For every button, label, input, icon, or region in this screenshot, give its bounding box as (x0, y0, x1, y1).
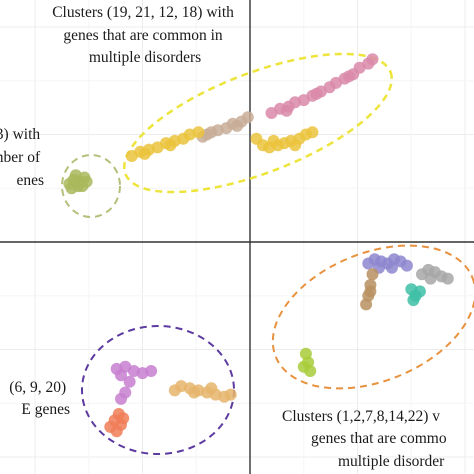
data-point (304, 365, 317, 377)
data-point (80, 175, 93, 188)
data-point (289, 139, 302, 152)
data-point (138, 147, 151, 160)
data-point (280, 104, 293, 117)
data-point (241, 111, 254, 124)
data-point (65, 182, 78, 195)
data-point (231, 119, 244, 132)
data-points (63, 53, 454, 438)
data-point (306, 126, 319, 139)
data-point (117, 412, 130, 425)
data-point (267, 134, 280, 147)
data-point (188, 386, 201, 399)
data-point (224, 388, 237, 401)
data-point (360, 298, 373, 311)
data-point (69, 169, 82, 182)
data-point (366, 53, 379, 66)
data-point (205, 382, 218, 395)
cluster-ellipses (61, 52, 474, 455)
data-point (441, 272, 454, 285)
data-point (115, 369, 127, 382)
annotation-bottom-left: (6, 9, 20) E genes (9, 379, 70, 418)
data-point (123, 375, 136, 388)
annotation-top: Clusters (19, 21, 12, 18) with genes tha… (52, 4, 238, 66)
cluster-ellipse (122, 52, 394, 194)
data-point (342, 70, 355, 83)
data-point (385, 261, 398, 274)
data-point (115, 392, 127, 405)
data-point (366, 268, 379, 281)
annotation-bottom-right: Clusters (1,2,7,8,14,22) v genes that ar… (282, 408, 450, 470)
data-point (364, 285, 377, 298)
data-point (168, 384, 181, 397)
data-point (145, 365, 158, 377)
data-point (424, 272, 437, 285)
data-point (192, 126, 205, 139)
data-point (104, 420, 117, 433)
data-point (400, 259, 413, 272)
cluster-ellipse (271, 244, 474, 390)
data-point (413, 285, 426, 298)
data-point (407, 294, 420, 307)
data-point (164, 139, 177, 152)
data-point (310, 87, 323, 100)
cluster-ellipse (61, 154, 121, 218)
annotation-left: 13) with umber of enes (0, 126, 44, 189)
